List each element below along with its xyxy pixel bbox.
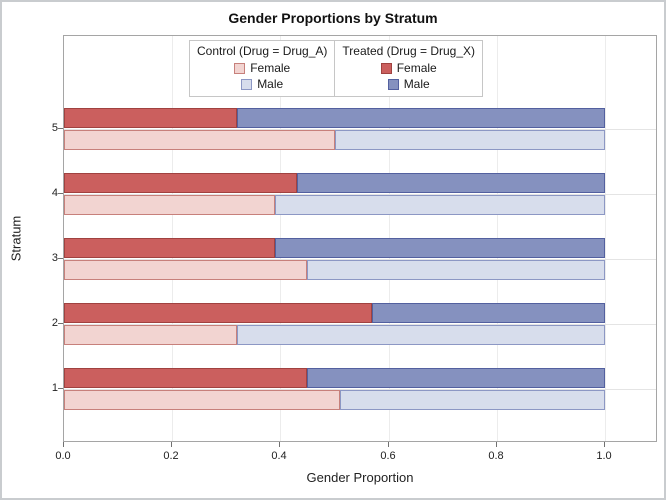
legend-entry-male: Male [342, 76, 475, 92]
segment-treated-male-stratum-2 [372, 303, 605, 323]
legend-swatch-icon [380, 62, 392, 74]
segment-control-female-stratum-5 [64, 130, 335, 150]
bar-treated-stratum-2 [64, 303, 605, 323]
segment-control-male-stratum-3 [307, 260, 605, 280]
x-tick-mark [388, 442, 389, 447]
legend-swatch-icon [387, 78, 399, 90]
segment-control-female-stratum-4 [64, 195, 275, 215]
segment-control-male-stratum-4 [275, 195, 605, 215]
bar-treated-stratum-5 [64, 108, 605, 128]
y-axis-label: Stratum [8, 215, 24, 262]
y-tick-mark [58, 193, 63, 194]
segment-treated-male-stratum-1 [307, 368, 605, 388]
legend-group-title: Control (Drug = Drug_A) [197, 44, 328, 58]
bar-control-stratum-3 [64, 260, 605, 280]
x-tick-mark [63, 442, 64, 447]
segment-control-female-stratum-3 [64, 260, 307, 280]
bar-control-stratum-4 [64, 195, 605, 215]
x-tick-label: 0.2 [163, 450, 179, 462]
bar-control-stratum-2 [64, 325, 605, 345]
x-tick-label: 0.0 [55, 450, 71, 462]
segment-treated-male-stratum-5 [237, 108, 605, 128]
x-tick-mark [604, 442, 605, 447]
segment-treated-female-stratum-1 [64, 368, 307, 388]
legend-entry-female: Female [197, 60, 327, 76]
legend-entry-label: Male [403, 77, 430, 91]
legend-entry-label: Male [257, 77, 284, 91]
legend-swatch-icon [241, 78, 253, 90]
x-tick-label: 0.8 [488, 450, 504, 462]
bar-control-stratum-1 [64, 390, 605, 410]
segment-treated-male-stratum-3 [275, 238, 605, 258]
legend-entry-female: Female [342, 60, 475, 76]
chart-title: Gender Proportions by Stratum [228, 10, 438, 26]
segment-control-female-stratum-2 [64, 325, 237, 345]
legend-swatch-icon [234, 62, 246, 74]
segment-treated-female-stratum-3 [64, 238, 275, 258]
x-gridline [605, 36, 606, 441]
y-tick-mark [58, 388, 63, 389]
y-gridline [64, 129, 656, 130]
plot-area [63, 35, 657, 442]
legend-group-treated: Treated (Drug = Drug_X) Female Male [334, 40, 483, 97]
segment-control-male-stratum-2 [237, 325, 605, 345]
legend-group-title: Treated (Drug = Drug_X) [342, 44, 475, 58]
bar-treated-stratum-4 [64, 173, 605, 193]
legend-entry-male: Male [197, 76, 327, 92]
legend-entry-label: Female [250, 61, 291, 75]
y-gridline [64, 259, 656, 260]
bar-treated-stratum-1 [64, 368, 605, 388]
segment-treated-female-stratum-2 [64, 303, 372, 323]
x-tick-mark [279, 442, 280, 447]
x-tick-label: 0.4 [271, 450, 287, 462]
segment-control-male-stratum-5 [335, 130, 605, 150]
y-gridline [64, 324, 656, 325]
y-tick-label: 1 [51, 382, 58, 394]
y-tick-mark [58, 258, 63, 259]
segment-treated-female-stratum-5 [64, 108, 237, 128]
y-tick-mark [58, 128, 63, 129]
y-tick-label: 5 [51, 122, 58, 134]
y-tick-label: 3 [51, 252, 58, 264]
legend-entry-label: Female [396, 61, 437, 75]
bar-treated-stratum-3 [64, 238, 605, 258]
y-tick-label: 2 [51, 317, 58, 329]
y-gridline [64, 389, 656, 390]
segment-control-female-stratum-1 [64, 390, 340, 410]
x-axis-label: Gender Proportion [306, 470, 414, 485]
bar-control-stratum-5 [64, 130, 605, 150]
y-gridline [64, 194, 656, 195]
x-tick-label: 0.6 [380, 450, 396, 462]
legend: Control (Drug = Drug_A) Female Male Treated… [189, 40, 483, 97]
segment-control-male-stratum-1 [340, 390, 605, 410]
y-tick-mark [58, 323, 63, 324]
segment-treated-female-stratum-4 [64, 173, 297, 193]
x-tick-label: 1.0 [596, 450, 612, 462]
legend-group-control: Control (Drug = Drug_A) Female Male [189, 40, 336, 97]
segment-treated-male-stratum-4 [297, 173, 605, 193]
x-tick-mark [496, 442, 497, 447]
y-tick-label: 4 [51, 187, 58, 199]
x-tick-mark [171, 442, 172, 447]
